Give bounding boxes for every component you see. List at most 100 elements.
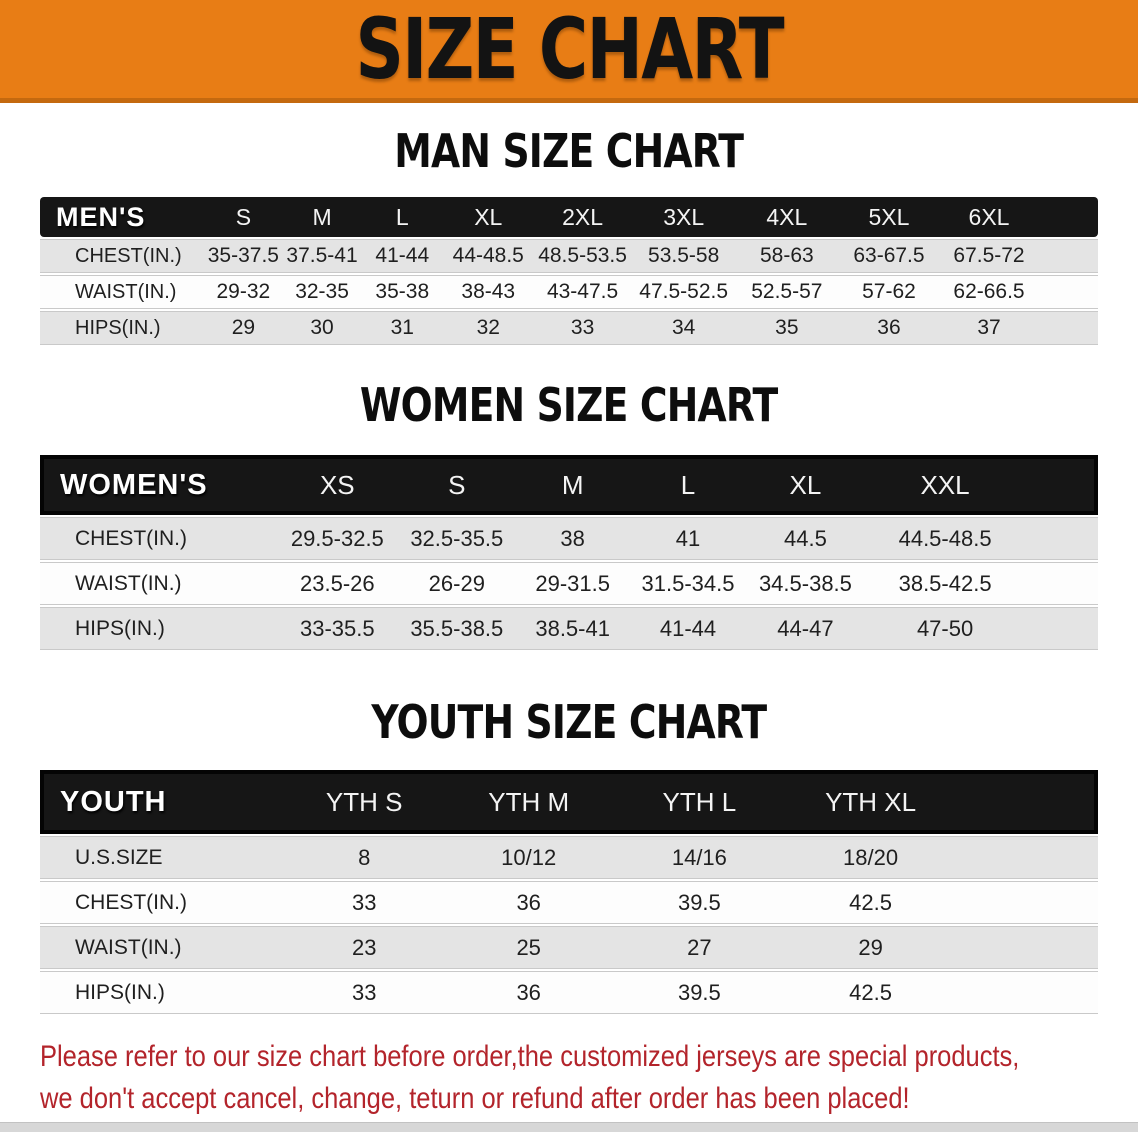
measurement-row: WAIST(IN.) 23.5-26 26-29 29-31.5 31.5-34.5 34… <box>40 562 1098 605</box>
size-value-cell: 23 <box>285 926 444 969</box>
spacer-cell <box>956 836 1098 879</box>
row-label: CHEST(IN.) <box>40 517 277 560</box>
size-column-header: YTH M <box>443 770 615 834</box>
size-value-cell: 29 <box>203 311 283 345</box>
spacer-cell <box>956 881 1098 924</box>
size-value-cell: 48.5-53.5 <box>533 239 633 273</box>
size-column-header: 6XL <box>939 197 1039 237</box>
size-header-row: MEN'S S M L XL 2XL 3XL 4XL 5XL 6XL <box>40 197 1098 237</box>
spacer-cell <box>1025 607 1098 650</box>
size-value-cell: 29-32 <box>203 275 283 309</box>
measurement-row: U.S.SIZE 8 10/12 14/16 18/20 <box>40 836 1098 879</box>
size-value-cell: 39.5 <box>614 971 785 1014</box>
note-line-2-text: we don't accept cancel, change, teturn o… <box>40 1082 910 1115</box>
size-value-cell: 32-35 <box>282 275 362 309</box>
size-value-cell: 58-63 <box>735 239 839 273</box>
size-value-cell: 31 <box>361 311 444 345</box>
men-section-heading-text: MAN SIZE CHART <box>394 124 745 178</box>
men-table-wrap: MEN'S S M L XL 2XL 3XL 4XL 5XL 6XL CHEST(IN.) 35-37… <box>40 195 1098 347</box>
spacer-cell <box>1025 562 1098 605</box>
size-value-cell: 18/20 <box>784 836 957 879</box>
size-value-cell: 31.5-34.5 <box>629 562 747 605</box>
size-value-cell: 67.5-72 <box>939 239 1039 273</box>
size-column-header: 3XL <box>632 197 736 237</box>
size-value-cell: 47.5-52.5 <box>632 275 736 309</box>
size-column-header: XL <box>746 455 865 515</box>
size-column-header: 2XL <box>533 197 633 237</box>
order-note: Please refer to our size chart before or… <box>0 1036 1138 1120</box>
size-value-cell: 33-35.5 <box>276 607 398 650</box>
measurement-row: HIPS(IN.) 33-35.5 35.5-38.5 38.5-41 41-44 44-… <box>40 607 1098 650</box>
size-value-cell: 29-31.5 <box>515 562 630 605</box>
page-title: SIZE CHART <box>355 0 784 98</box>
size-value-cell: 44-48.5 <box>443 239 534 273</box>
men-size-table: MEN'S S M L XL 2XL 3XL 4XL 5XL 6XL CHEST(IN.) 35-37… <box>40 195 1098 347</box>
table-category-header: MEN'S <box>40 197 204 237</box>
size-column-header: L <box>629 455 747 515</box>
spacer-cell <box>1025 455 1098 515</box>
size-column-header: S <box>397 455 516 515</box>
size-value-cell: 35.5-38.5 <box>397 607 516 650</box>
size-value-cell: 43-47.5 <box>533 275 633 309</box>
size-value-cell: 42.5 <box>784 971 957 1014</box>
size-column-header: XL <box>443 197 534 237</box>
row-label: U.S.SIZE <box>40 836 286 879</box>
size-value-cell: 23.5-26 <box>276 562 398 605</box>
row-label: CHEST(IN.) <box>40 239 204 273</box>
size-value-cell: 33 <box>285 881 444 924</box>
row-label: WAIST(IN.) <box>40 275 204 309</box>
row-label: HIPS(IN.) <box>40 607 277 650</box>
size-value-cell: 8 <box>285 836 444 879</box>
size-value-cell: 39.5 <box>614 881 785 924</box>
measurement-row: HIPS(IN.) 33 36 39.5 42.5 <box>40 971 1098 1014</box>
measurement-row: CHEST(IN.) 35-37.5 37.5-41 41-44 44-48.5 48.5… <box>40 239 1098 273</box>
table-category-header: YOUTH <box>40 770 286 834</box>
spacer-cell <box>1038 197 1098 237</box>
size-value-cell: 37.5-41 <box>282 239 362 273</box>
size-value-cell: 10/12 <box>443 836 615 879</box>
table-category-header: WOMEN'S <box>40 455 277 515</box>
measurement-row: CHEST(IN.) 29.5-32.5 32.5-35.5 38 41 44.5 44.5… <box>40 517 1098 560</box>
section-youth: YOUTH SIZE CHART YOUTH YTH S YTH M YTH L YTH… <box>0 698 1138 1016</box>
women-section-heading: WOMEN SIZE CHART <box>0 381 1138 429</box>
size-value-cell: 27 <box>614 926 785 969</box>
youth-section-heading-text: YOUTH SIZE CHART <box>371 695 768 749</box>
size-value-cell: 38.5-42.5 <box>864 562 1026 605</box>
size-value-cell: 37 <box>939 311 1039 345</box>
size-value-cell: 41 <box>629 517 747 560</box>
women-size-table: WOMEN'S XS S M L XL XXL CHEST(IN.) 29.5-32.5 32.5… <box>40 453 1098 652</box>
size-value-cell: 33 <box>533 311 633 345</box>
size-column-header: XXL <box>864 455 1026 515</box>
size-value-cell: 38.5-41 <box>515 607 630 650</box>
size-value-cell: 47-50 <box>864 607 1026 650</box>
men-section-heading: MAN SIZE CHART <box>0 127 1138 175</box>
size-column-header: M <box>515 455 630 515</box>
size-value-cell: 42.5 <box>784 881 957 924</box>
size-value-cell: 33 <box>285 971 444 1014</box>
size-value-cell: 41-44 <box>629 607 747 650</box>
size-value-cell: 41-44 <box>361 239 444 273</box>
size-value-cell: 36 <box>838 311 940 345</box>
note-line: Please refer to our size chart before or… <box>40 1036 1138 1078</box>
note-line-1-text: Please refer to our size chart before or… <box>40 1040 1020 1073</box>
women-table-wrap: WOMEN'S XS S M L XL XXL CHEST(IN.) 29.5-32.5 32.5… <box>40 453 1098 652</box>
measurement-row: HIPS(IN.) 29 30 31 32 33 34 35 36 37 <box>40 311 1098 345</box>
size-header-row: WOMEN'S XS S M L XL XXL <box>40 455 1098 515</box>
row-label: HIPS(IN.) <box>40 971 286 1014</box>
size-value-cell: 36 <box>443 881 615 924</box>
size-value-cell: 34.5-38.5 <box>746 562 865 605</box>
size-column-header: YTH L <box>614 770 785 834</box>
size-header-row: YOUTH YTH S YTH M YTH L YTH XL <box>40 770 1098 834</box>
measurement-row: WAIST(IN.) 29-32 32-35 35-38 38-43 43-47.5 47.… <box>40 275 1098 309</box>
size-value-cell: 52.5-57 <box>735 275 839 309</box>
section-men: MAN SIZE CHART MEN'S S M L XL 2XL 3XL 4XL 5XL 6XL… <box>0 127 1138 347</box>
spacer-cell <box>956 926 1098 969</box>
size-value-cell: 36 <box>443 971 615 1014</box>
size-value-cell: 35-37.5 <box>203 239 283 273</box>
size-value-cell: 38 <box>515 517 630 560</box>
size-value-cell: 44-47 <box>746 607 865 650</box>
size-value-cell: 29 <box>784 926 957 969</box>
row-label: HIPS(IN.) <box>40 311 204 345</box>
size-value-cell: 32.5-35.5 <box>397 517 516 560</box>
